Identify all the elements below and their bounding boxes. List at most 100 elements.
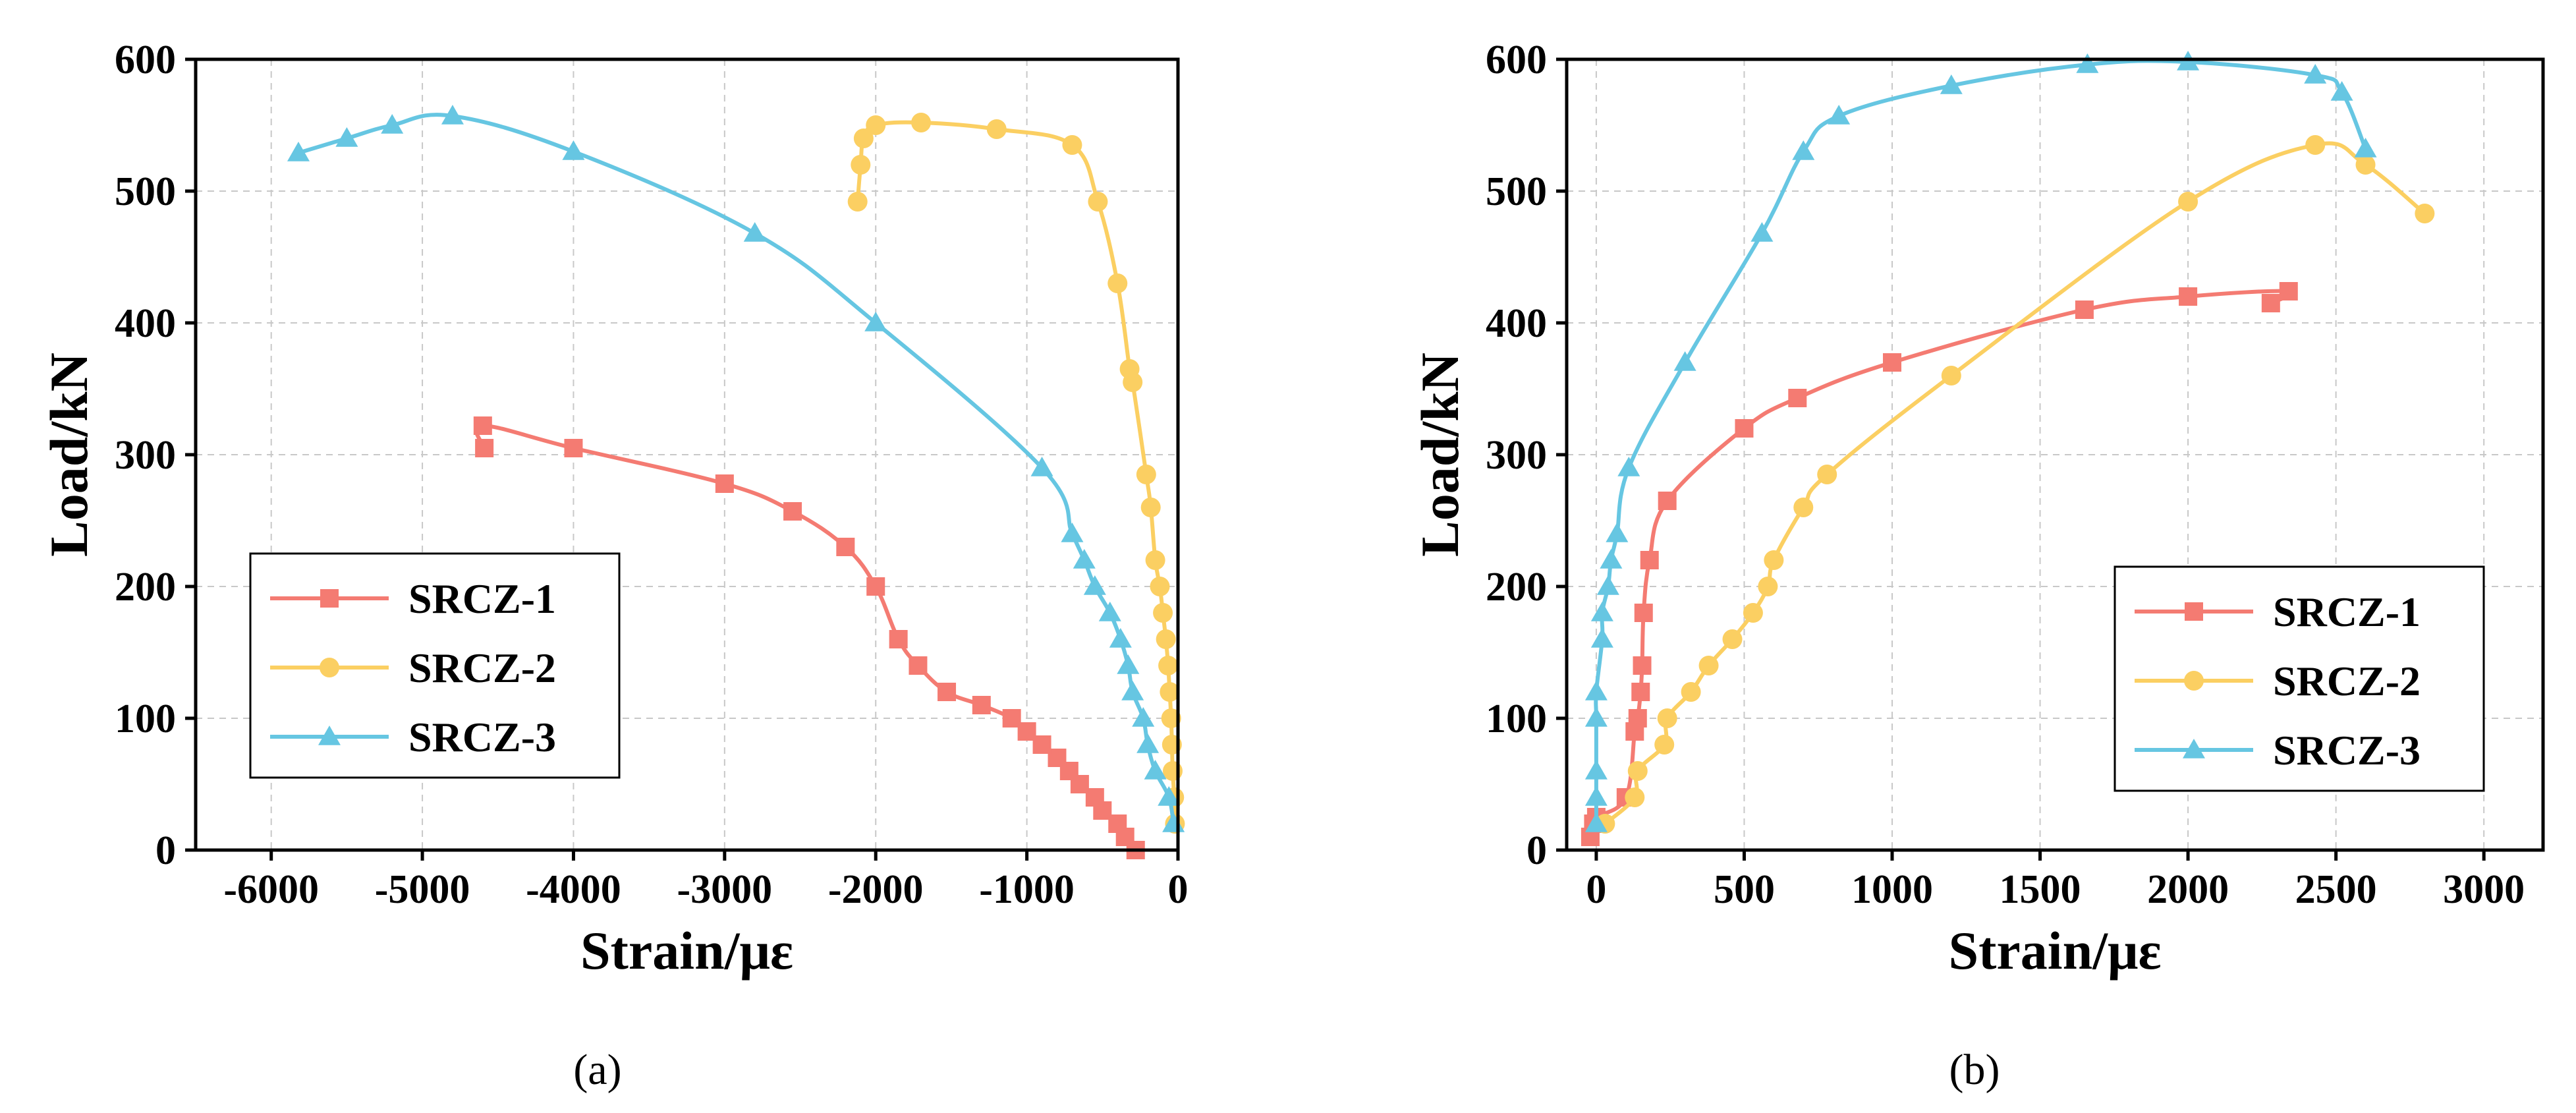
data-point-srcz-2	[1657, 708, 1677, 728]
data-point-srcz-1	[1633, 656, 1652, 675]
data-point-srcz-3	[1083, 575, 1106, 595]
data-point-srcz-3	[1144, 760, 1167, 780]
chart-b: 0 500 1000 1500 2000 2500 3000 0 100 200 300 400 500…	[1410, 38, 2545, 981]
data-point-srcz-3	[1617, 457, 1640, 476]
data-point-srcz-2	[1793, 498, 1814, 517]
y-tick-label: 100	[115, 697, 176, 741]
data-point-srcz-2	[1743, 603, 1763, 623]
data-point-srcz-2	[866, 115, 886, 135]
data-point-srcz-3	[1590, 628, 1613, 648]
x-tick-label: 2500	[2295, 867, 2377, 912]
data-point-srcz-3	[1606, 523, 1629, 542]
data-point-srcz-2	[1156, 629, 1176, 649]
data-point-srcz-1	[1658, 492, 1677, 510]
series-line-srcz-2	[1604, 141, 2426, 826]
y-tick-label: 400	[1486, 301, 1547, 346]
data-point-srcz-3	[1673, 351, 1696, 371]
data-point-srcz-2	[1150, 577, 1170, 596]
data-point-srcz-3	[1584, 707, 1608, 727]
legend-marker-srcz-1	[320, 589, 339, 608]
data-point-srcz-2	[2178, 192, 2198, 212]
data-point-srcz-3	[381, 114, 404, 134]
y-tick-label: 300	[1486, 433, 1547, 478]
data-point-srcz-3	[1792, 140, 1815, 160]
legend-marker-srcz-3	[318, 726, 341, 745]
data-point-srcz-2	[1140, 498, 1161, 517]
data-point-srcz-1	[1640, 551, 1659, 569]
data-point-srcz-3	[1584, 813, 1608, 832]
data-point-srcz-3	[1132, 707, 1155, 727]
data-point-srcz-1	[2279, 282, 2298, 300]
data-point-srcz-2	[911, 113, 932, 132]
y-tick-label: 100	[1486, 697, 1547, 741]
data-point-srcz-2	[1160, 682, 1180, 702]
data-point-srcz-3	[562, 140, 585, 160]
legend-marker-srcz-3	[2183, 739, 2205, 758]
data-point-srcz-2	[1088, 192, 1108, 212]
data-point-srcz-2	[1145, 550, 1165, 570]
data-point-srcz-3	[1828, 105, 1851, 125]
data-point-srcz-3	[2076, 53, 2099, 73]
data-point-srcz-1	[909, 656, 928, 675]
x-tick-label: 1500	[2000, 867, 2081, 912]
data-point-srcz-3	[1061, 523, 1084, 542]
data-point-srcz-3	[1117, 654, 1140, 674]
data-point-srcz-2	[853, 128, 874, 148]
data-point-srcz-2	[1161, 708, 1181, 728]
legend-label-srcz-1: SRCZ-1	[408, 575, 556, 622]
data-point-srcz-2	[1817, 465, 1837, 484]
panel-label-b: (b)	[1949, 1046, 2000, 1094]
legend-marker-srcz-2	[2184, 671, 2204, 691]
data-point-srcz-1	[1002, 709, 1021, 728]
x-axis-title: Strain/με	[580, 921, 793, 981]
data-point-srcz-2	[1941, 366, 1961, 385]
y-axis-title: Load/kN	[39, 353, 99, 557]
data-point-srcz-1	[866, 577, 885, 596]
legend-label-srcz-2: SRCZ-2	[2273, 658, 2421, 704]
x-tick-label: 0	[1586, 867, 1606, 912]
y-tick-label: 200	[115, 565, 176, 610]
data-point-srcz-3	[1121, 681, 1144, 700]
x-tick-label: -1000	[979, 867, 1075, 912]
data-point-srcz-3	[1584, 681, 1608, 700]
legend-label-srcz-3: SRCZ-3	[408, 714, 556, 760]
data-point-srcz-1	[2261, 294, 2280, 312]
data-point-srcz-1	[2075, 300, 2094, 319]
data-point-srcz-3	[1584, 786, 1608, 806]
x-tick-label: 1000	[1851, 867, 1933, 912]
x-tick-label: -5000	[375, 867, 470, 912]
data-point-srcz-1	[1634, 604, 1653, 622]
legend-label-srcz-1: SRCZ-1	[2273, 588, 2421, 635]
data-point-srcz-3	[1600, 549, 1623, 569]
data-point-srcz-2	[847, 192, 868, 212]
data-point-srcz-2	[1627, 761, 1648, 781]
data-point-srcz-2	[2355, 155, 2376, 175]
y-tick-label: 200	[1486, 565, 1547, 610]
data-point-srcz-3	[1158, 786, 1181, 806]
data-point-srcz-1	[715, 474, 734, 493]
x-tick-label: 500	[1714, 867, 1775, 912]
data-point-srcz-1	[1631, 683, 1650, 701]
x-tick-label: -2000	[828, 867, 924, 912]
data-point-srcz-3	[2304, 64, 2327, 84]
data-point-srcz-1	[564, 439, 583, 457]
legend-label-srcz-2: SRCZ-2	[408, 644, 556, 691]
x-tick-label: 0	[1168, 867, 1189, 912]
data-point-srcz-1	[1883, 353, 1901, 372]
data-point-srcz-1	[836, 538, 855, 556]
x-tick-label: -6000	[223, 867, 319, 912]
data-point-srcz-1	[972, 696, 991, 714]
data-point-srcz-3	[335, 127, 358, 147]
y-axis-title: Load/kN	[1410, 353, 1470, 557]
data-point-srcz-3	[2330, 81, 2353, 101]
data-point-srcz-1	[473, 416, 492, 435]
data-point-srcz-3	[1596, 575, 1619, 595]
y-tick-label: 400	[115, 301, 176, 346]
legend-label-srcz-3: SRCZ-3	[2273, 727, 2421, 774]
data-point-srcz-1	[783, 502, 802, 521]
data-point-srcz-3	[287, 142, 310, 161]
data-point-srcz-2	[1158, 656, 1179, 675]
data-point-srcz-3	[1073, 549, 1096, 569]
data-point-srcz-3	[1098, 602, 1121, 621]
